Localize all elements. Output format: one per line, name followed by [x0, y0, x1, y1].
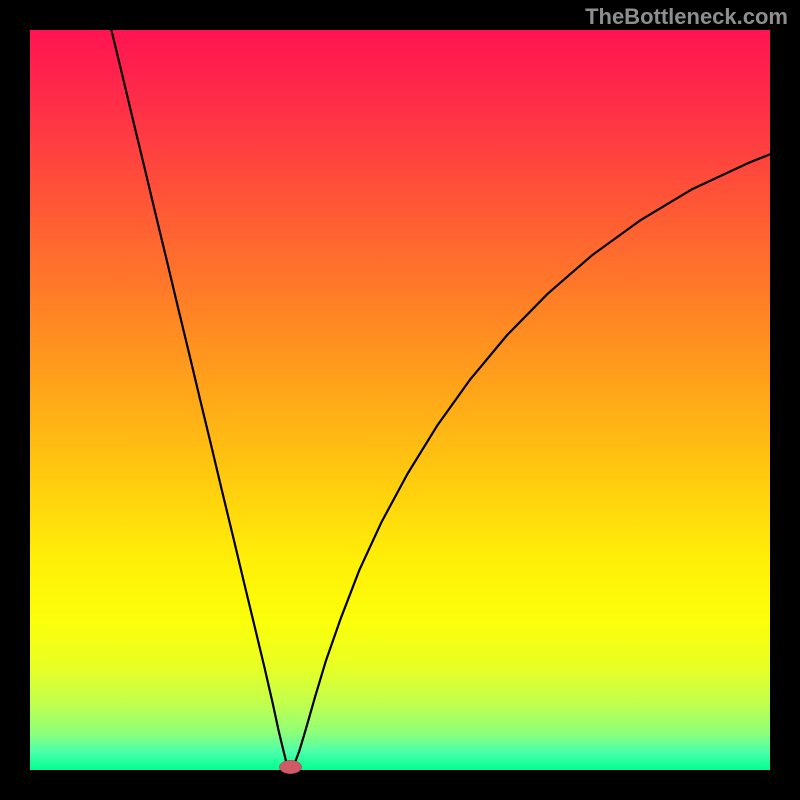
chart-container: { "watermark": { "text": "TheBottleneck.… [0, 0, 800, 800]
bottleneck-curve-chart [0, 0, 800, 800]
plot-background [30, 30, 770, 770]
minimum-marker [279, 760, 301, 773]
